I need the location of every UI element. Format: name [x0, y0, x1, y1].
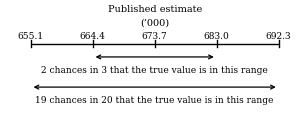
Text: 692.3: 692.3 — [266, 32, 292, 41]
Text: Published estimate: Published estimate — [107, 5, 202, 14]
Text: (’000): (’000) — [140, 19, 169, 28]
Text: 664.4: 664.4 — [80, 32, 106, 41]
Text: 683.0: 683.0 — [204, 32, 230, 41]
Text: 673.7: 673.7 — [142, 32, 167, 41]
Text: 19 chances in 20 that the true value is in this range: 19 chances in 20 that the true value is … — [35, 96, 274, 105]
Text: 655.1: 655.1 — [18, 32, 44, 41]
Text: 2 chances in 3 that the true value is in this range: 2 chances in 3 that the true value is in… — [41, 66, 268, 75]
